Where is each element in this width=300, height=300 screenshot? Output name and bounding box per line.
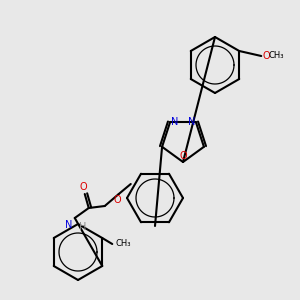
- Text: H: H: [79, 222, 86, 232]
- Text: O: O: [114, 195, 122, 205]
- Text: N: N: [188, 117, 195, 127]
- Text: O: O: [262, 51, 270, 61]
- Text: O: O: [179, 151, 187, 161]
- Text: CH₃: CH₃: [268, 52, 284, 61]
- Text: CH₃: CH₃: [115, 239, 131, 248]
- Text: O: O: [80, 182, 88, 192]
- Text: N: N: [171, 117, 178, 127]
- Text: N: N: [65, 220, 73, 230]
